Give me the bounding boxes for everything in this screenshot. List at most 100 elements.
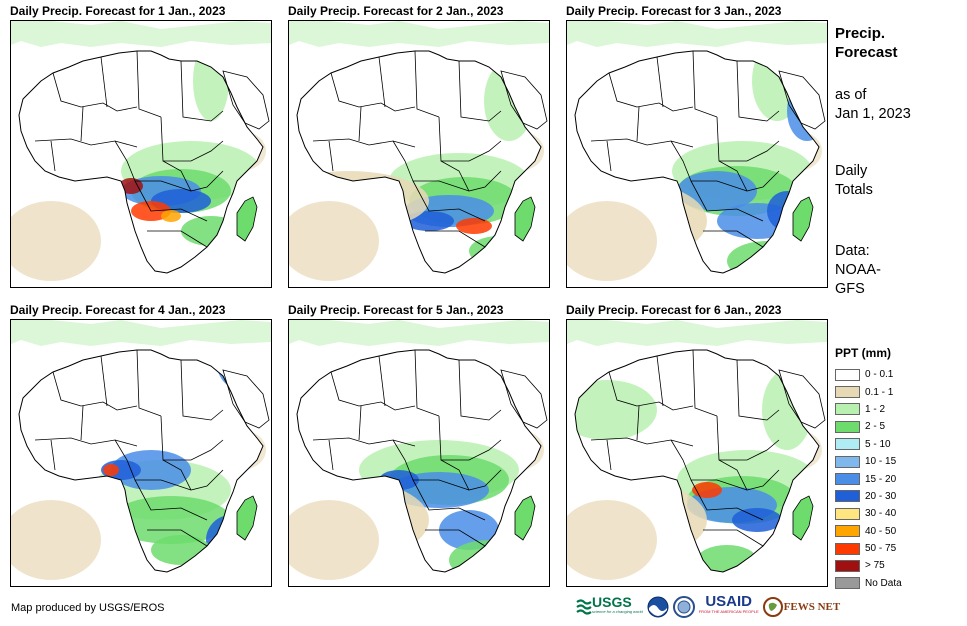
country-border xyxy=(80,106,84,142)
coastline xyxy=(18,50,264,274)
country-border xyxy=(606,439,612,471)
legend-item: 0.1 - 1 xyxy=(835,383,902,400)
data-source: Data: NOAA- GFS xyxy=(835,242,915,299)
madagascar xyxy=(514,196,536,242)
country-border xyxy=(608,72,694,112)
legend-item: > 75 xyxy=(835,557,902,574)
ocean-dry-patch xyxy=(11,500,101,580)
country-border xyxy=(458,359,502,421)
legend-item: 50 - 75 xyxy=(835,540,902,557)
sidebar-title-line1: Precip. xyxy=(835,25,886,42)
usgs-tagline: science for a changing world xyxy=(592,609,643,614)
country-border xyxy=(716,116,780,162)
country-border xyxy=(736,60,780,122)
panel-title: Daily Precip. Forecast for 1 Jan., 2023 xyxy=(10,4,226,18)
forecast-map xyxy=(566,20,828,288)
country-border xyxy=(378,355,386,407)
country-border xyxy=(656,56,664,108)
country-border xyxy=(690,479,764,521)
precip-patch xyxy=(161,210,181,222)
country-border xyxy=(636,405,640,441)
country-border xyxy=(636,106,640,142)
legend-swatch xyxy=(835,368,860,381)
legend-swatch xyxy=(835,403,860,416)
legend-item: 40 - 50 xyxy=(835,523,902,540)
country-border xyxy=(328,140,334,172)
legend-label: No Data xyxy=(865,577,902,589)
legend-item: 1 - 2 xyxy=(835,401,902,418)
legend-label: 40 - 50 xyxy=(865,525,897,537)
precip-patch xyxy=(111,496,231,544)
logo-strip: USGS science for a changing world USAID … xyxy=(576,594,840,620)
legend-item: 5 - 10 xyxy=(835,436,902,453)
legend-swatch xyxy=(835,577,860,590)
data-label: Data: xyxy=(835,243,870,259)
as-of-value: Jan 1, 2023 xyxy=(835,106,911,122)
madagascar xyxy=(236,196,258,242)
panel-title: Daily Precip. Forecast for 4 Jan., 2023 xyxy=(10,303,226,317)
country-border xyxy=(606,140,612,172)
country-border xyxy=(718,459,780,491)
country-border xyxy=(162,459,224,491)
madagascar xyxy=(792,196,814,242)
legend-swatch xyxy=(835,473,860,486)
country-border xyxy=(425,230,486,248)
forecast-map xyxy=(288,319,550,587)
madagascar xyxy=(792,495,814,541)
precip-patch xyxy=(103,464,119,476)
legend-item: 2 - 5 xyxy=(835,418,902,435)
country-border xyxy=(50,439,56,471)
country-border xyxy=(136,349,162,417)
ocean-dry-patch xyxy=(567,500,657,580)
madagascar xyxy=(236,495,258,541)
legend-swatch xyxy=(835,438,860,451)
country-border xyxy=(458,60,502,122)
country-border xyxy=(50,140,56,172)
country-border xyxy=(692,50,718,118)
arabian-peninsula xyxy=(778,70,826,130)
legend-swatch xyxy=(835,455,860,468)
africa-precip-map xyxy=(567,21,827,281)
country-border xyxy=(328,439,334,471)
coastline xyxy=(296,50,542,274)
forecast-map xyxy=(288,20,550,288)
europe-precip-band xyxy=(567,21,827,47)
legend-item: 0 - 0.1 xyxy=(835,366,902,383)
country-border xyxy=(134,479,208,521)
sidebar-title: Precip. Forecast xyxy=(835,24,898,62)
forecast-map xyxy=(10,20,272,288)
country-border xyxy=(100,56,108,108)
precip-patch xyxy=(449,540,529,572)
europe-precip-band xyxy=(11,21,271,47)
coastline xyxy=(18,349,264,573)
coastline xyxy=(574,349,820,573)
country-border xyxy=(440,459,502,491)
europe-precip-band xyxy=(289,21,549,47)
country-border xyxy=(100,355,108,407)
legend-item: 10 - 15 xyxy=(835,453,902,470)
legend-swatch xyxy=(835,559,860,572)
country-border xyxy=(692,349,718,417)
fewsnet-logo: FEWS NET xyxy=(762,597,840,617)
data-source-line1: NOAA- xyxy=(835,262,881,278)
precip-patch xyxy=(732,508,782,532)
legend-item: 20 - 30 xyxy=(835,488,902,505)
legend-label: > 75 xyxy=(865,560,885,572)
country-border xyxy=(312,138,416,148)
precip-patch xyxy=(456,218,492,234)
arabian-peninsula xyxy=(222,369,270,429)
seal-icon xyxy=(672,596,695,618)
arabian-peninsula xyxy=(222,70,270,130)
forecast-map xyxy=(10,319,272,587)
africa-precip-map xyxy=(11,21,271,281)
ocean-dry-patch xyxy=(289,500,379,580)
legend-label: 20 - 30 xyxy=(865,490,897,502)
legend-label: 15 - 20 xyxy=(865,473,897,485)
country-border xyxy=(160,116,224,162)
country-border xyxy=(358,106,362,142)
precip-patch xyxy=(717,203,797,239)
usaid-wordmark: USAID xyxy=(705,593,752,610)
legend-label: 5 - 10 xyxy=(865,438,891,450)
africa-precip-map xyxy=(11,320,271,580)
country-border xyxy=(716,415,780,461)
